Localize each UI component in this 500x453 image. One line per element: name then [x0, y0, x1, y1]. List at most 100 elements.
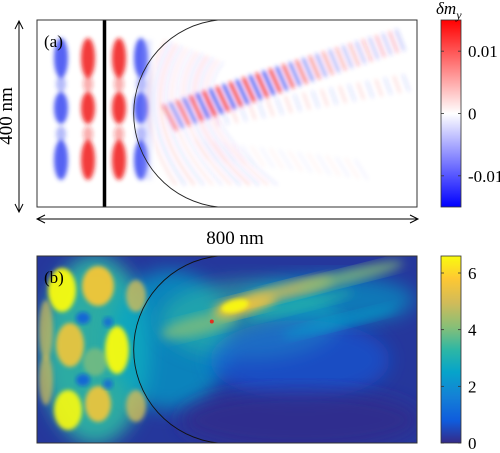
colorbar-b-ticks: 6 4 2 0: [441, 264, 477, 453]
beam-wavefront: [297, 151, 312, 173]
beam-wavefront: [295, 59, 308, 84]
intensity-region: [246, 290, 354, 320]
focus-marker: [209, 319, 214, 324]
beam-wavefront: [326, 155, 341, 177]
beam-wavefront: [222, 83, 237, 110]
intensity-region: [180, 390, 417, 443]
beam-wavefront: [279, 149, 294, 171]
spin-wave-pattern: [54, 28, 410, 186]
lens-wavefront: [176, 49, 223, 186]
colorbar-b: 6 4 2 0: [440, 255, 477, 453]
beam-wavefront: [175, 99, 191, 127]
beam-wavefront: [213, 141, 228, 163]
beam-wavefront: [288, 150, 303, 172]
beam-wavefront: [348, 43, 360, 67]
beam-wavefront: [194, 138, 209, 160]
panel-b-field: [37, 256, 417, 443]
beam-wavefront: [189, 95, 204, 122]
beam-wavefront: [250, 145, 265, 167]
beam-wavefront: [221, 107, 229, 125]
dimension-vertical: 400 nm: [0, 19, 24, 214]
beam-wavefront: [215, 86, 230, 112]
beam-wavefront: [388, 30, 399, 54]
beam-wavefront: [230, 105, 238, 124]
beam-wavefront: [235, 79, 250, 105]
beam-wavefront: [222, 142, 237, 164]
intensity-region: [105, 326, 129, 374]
wave-lobe: [54, 92, 68, 124]
beam-wavefront: [328, 49, 341, 73]
intensity-region: [39, 355, 53, 405]
beam-wavefront: [203, 139, 218, 162]
colorbar-a-title: δmy: [436, 0, 462, 22]
beam-wavefront: [248, 102, 257, 120]
beam-wavefront: [293, 93, 302, 112]
lens-wavefront: [147, 39, 177, 186]
beam-wavefront: [239, 103, 248, 122]
lens-wavefront: [153, 41, 186, 186]
dimension-x-label: 800 nm: [206, 228, 264, 249]
wave-lobe: [112, 92, 126, 124]
panel-b: (b): [36, 255, 418, 444]
beam-wavefront: [361, 38, 373, 62]
beam-wavefront: [242, 77, 256, 103]
lens-boundary-a: [133, 19, 219, 208]
beam-wavefront: [316, 154, 331, 176]
wave-lobe: [56, 76, 66, 92]
colorbar-b-tick-label: 2: [468, 377, 477, 396]
panel-a-frame: [36, 19, 418, 208]
intensity-region: [83, 348, 107, 376]
intensity-region: [126, 280, 146, 312]
beam-wavefront: [341, 45, 354, 69]
panel-a-field: [54, 28, 410, 186]
wave-lobe: [112, 38, 126, 78]
colorbar-a-tick-label: 0.01: [468, 42, 498, 61]
beam-wavefront: [262, 70, 276, 96]
beam-wavefront: [329, 87, 338, 105]
beam-wavefront: [354, 40, 367, 65]
beam-wavefront: [182, 97, 198, 124]
beam-wavefront: [248, 74, 263, 101]
wave-lobe: [54, 140, 68, 180]
intensity-region: [210, 320, 390, 400]
beam-wavefront: [345, 157, 359, 179]
beam-wavefront: [354, 158, 369, 180]
beam-wavefront: [288, 61, 302, 87]
colorbar-b-tick-label: 0: [468, 434, 477, 453]
wave-lobe: [83, 126, 93, 142]
intensity-region: [76, 374, 90, 386]
wave-lobe: [81, 38, 95, 78]
intensity-region: [281, 306, 399, 338]
intensity-region: [56, 323, 84, 367]
panel-a: (a): [36, 19, 418, 208]
intensity-region: [54, 390, 82, 430]
panel-b-frame: [36, 255, 418, 444]
wave-lobe: [81, 92, 95, 124]
intensity-region: [39, 300, 53, 360]
intensity-region: [76, 312, 90, 324]
beam-wavefront: [374, 34, 386, 58]
colorbar-b-scale: [440, 255, 462, 444]
colorbar-a: 0.01 0 -0.01 δmy: [436, 0, 500, 208]
beam-wavefront: [381, 32, 393, 56]
lens-wavefront: [170, 47, 214, 186]
wave-lobe: [83, 76, 93, 92]
wave-lobe: [54, 38, 68, 78]
beam-wavefront: [356, 82, 365, 100]
lens-boundary-b: [133, 255, 219, 444]
lens-wavefront: [210, 61, 278, 186]
beam-wavefront: [307, 152, 322, 175]
beam-wavefront: [266, 98, 275, 117]
beam-wavefront: [275, 97, 284, 115]
colorbar-a-ticks: 0.01 0 -0.01: [441, 42, 500, 186]
intensity-region: [103, 317, 113, 327]
lens-wavefront: [204, 59, 269, 186]
dimension-horizontal: 800 nm: [35, 214, 420, 249]
beam-wavefront: [269, 148, 284, 170]
beam-wavefront: [402, 73, 410, 92]
beam-wavefront: [311, 90, 320, 109]
beam-wavefront: [338, 85, 347, 104]
beam-wavefront: [365, 80, 374, 99]
colorbar-b-tick-label: 4: [468, 321, 477, 340]
